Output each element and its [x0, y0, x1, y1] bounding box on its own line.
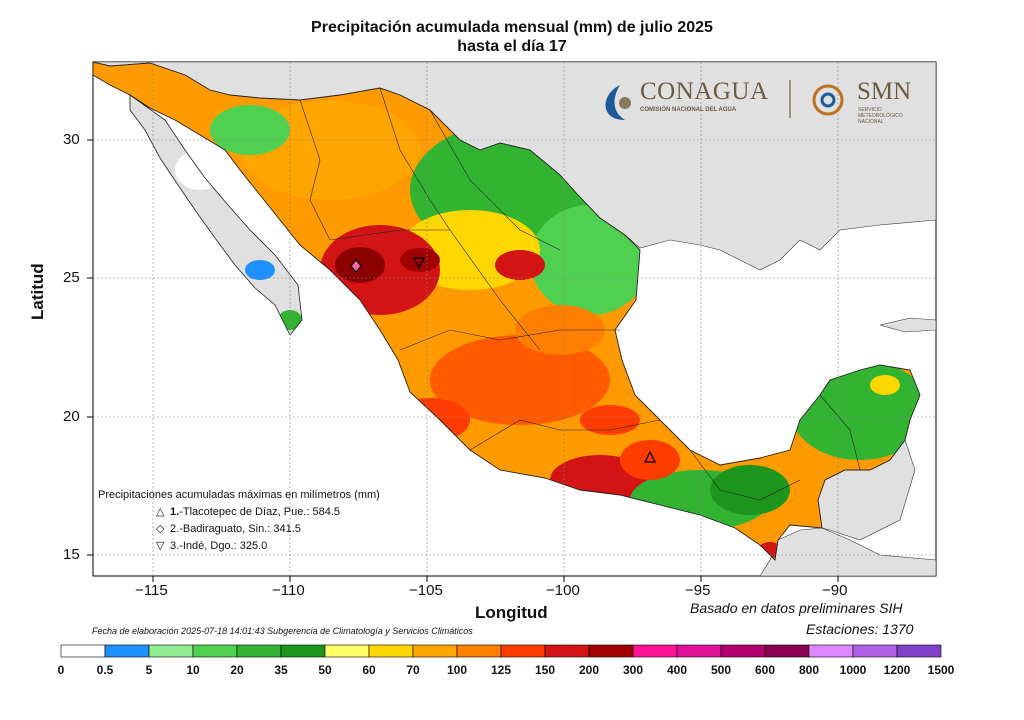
stations-count: Estaciones: 1370: [806, 621, 914, 637]
x-tick-label: −90: [822, 582, 848, 599]
colorbar-swatch: [412, 644, 458, 658]
colorbar-swatch: [808, 644, 854, 658]
y-tick-label: 25: [63, 269, 80, 286]
colorbar-swatch: [588, 644, 634, 658]
y-tick-label: 15: [63, 546, 80, 563]
smn-subtitle: SERVICIO METEOROLÓGICO NACIONAL: [858, 107, 903, 125]
colorbar-swatch: [148, 644, 194, 658]
maxima-item: ◇ 2.-Badiraguato, Sin.: 341.5: [156, 521, 380, 538]
colorbar-label: 400: [666, 663, 688, 677]
y-tick-label: 30: [63, 131, 80, 148]
colorbar-label: 70: [406, 663, 420, 677]
map-title: Precipitación acumulada mensual (mm) de …: [311, 19, 713, 36]
x-tick-label: −100: [546, 582, 580, 599]
diamond-icon: ◇: [156, 523, 165, 535]
colorbar-swatch: [720, 644, 766, 658]
colorbar-swatch: [764, 644, 810, 658]
conagua-logo: CONAGUA: [640, 78, 769, 105]
colorbar-label: 0.5: [96, 663, 114, 677]
colorbar-label: 300: [622, 663, 644, 677]
colorbar-swatch: [456, 644, 502, 658]
x-tick-label: −115: [135, 582, 168, 599]
colorbar-label: 500: [710, 663, 732, 677]
colorbar-label: 35: [274, 663, 288, 677]
colorbar-label: 200: [578, 663, 600, 677]
colorbar: [60, 644, 942, 658]
colorbar-swatch: [60, 644, 106, 658]
colorbar-swatch: [676, 644, 722, 658]
maxima-legend-header: Precipitaciones acumuladas máximas en mi…: [98, 489, 380, 501]
y-tick-label: 20: [63, 408, 80, 425]
colorbar-swatch: [236, 644, 282, 658]
colorbar-swatch: [500, 644, 546, 658]
smn-logo-icon: [812, 84, 844, 116]
colorbar-swatch: [104, 644, 150, 658]
colorbar-label: 100: [446, 663, 468, 677]
colorbar-label: 125: [490, 663, 512, 677]
maxima-item: △ 1.-Tlacotepec de Díaz, Pue.: 584.5: [156, 504, 380, 521]
x-tick-label: −110: [272, 582, 305, 599]
conagua-logo-icon: [605, 85, 631, 120]
maxima-legend: Precipitaciones acumuladas máximas en mi…: [98, 487, 380, 555]
colorbar-label: 150: [534, 663, 556, 677]
colorbar-swatch: [280, 644, 326, 658]
colorbar-label: 800: [798, 663, 820, 677]
creation-date-note: Fecha de elaboración 2025-07-18 14:01:43…: [92, 626, 473, 636]
x-axis-label: Longitud: [475, 603, 548, 622]
colorbar-swatch: [632, 644, 678, 658]
triangle-down-icon: ▽: [156, 540, 165, 552]
colorbar-label: 60: [362, 663, 376, 677]
maxima-item: ▽ 3.-Indé, Dgo.: 325.0: [156, 538, 380, 555]
data-source-note: Basado en datos preliminares SIH: [690, 600, 903, 616]
map-subtitle: hasta el día 17: [457, 38, 567, 55]
colorbar-label: 10: [186, 663, 200, 677]
colorbar-swatch: [896, 644, 942, 658]
smn-logo: SMN: [857, 78, 912, 105]
colorbar-label: 20: [230, 663, 244, 677]
colorbar-label: 1500: [927, 663, 955, 677]
x-tick-label: −105: [409, 582, 443, 599]
colorbar-label: 5: [145, 663, 153, 677]
colorbar-swatch: [852, 644, 898, 658]
colorbar-label: 0: [57, 663, 65, 677]
colorbar-swatch: [192, 644, 238, 658]
colorbar-swatch: [324, 644, 370, 658]
colorbar-swatch: [544, 644, 590, 658]
colorbar-label: 1200: [883, 663, 911, 677]
colorbar-label: 50: [318, 663, 332, 677]
triangle-up-icon: △: [156, 506, 165, 518]
colorbar-label: 600: [754, 663, 776, 677]
y-axis-label: Latitud: [28, 263, 47, 320]
colorbar-label: 1000: [839, 663, 867, 677]
colorbar-swatch: [368, 644, 414, 658]
x-tick-label: −95: [685, 582, 711, 599]
conagua-subtitle: COMISIÓN NACIONAL DEL AGUA: [640, 107, 737, 113]
